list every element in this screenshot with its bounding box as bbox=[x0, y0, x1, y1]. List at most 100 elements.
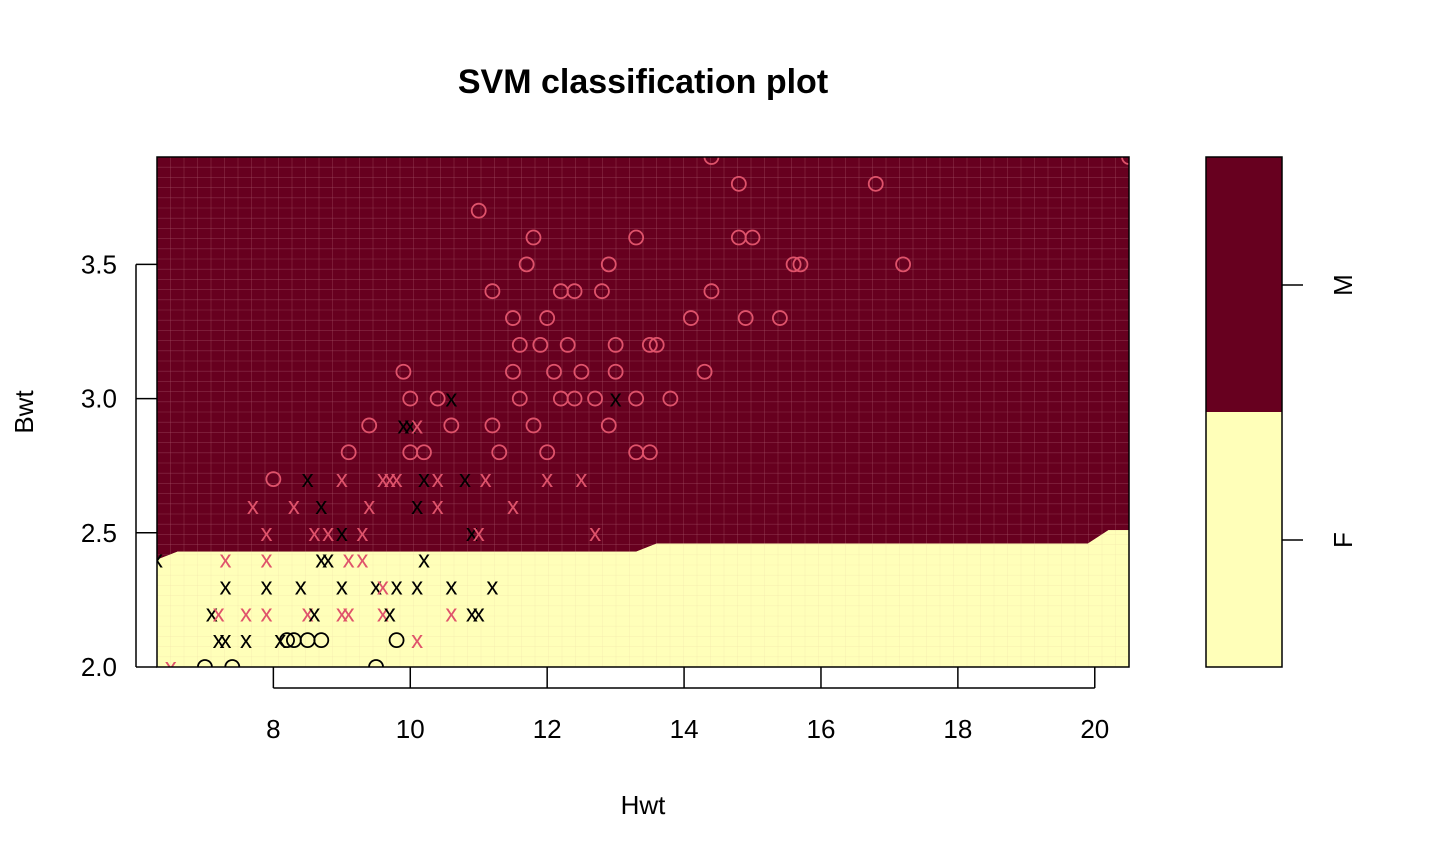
data-point-x: x bbox=[473, 520, 485, 547]
y-tick-label: 2.0 bbox=[81, 652, 117, 682]
data-point-circle bbox=[703, 157, 720, 165]
data-point-circle bbox=[518, 256, 535, 273]
data-point-x: x bbox=[336, 573, 348, 600]
data-point-x: x bbox=[295, 573, 307, 600]
data-point-x: x bbox=[445, 600, 457, 627]
data-point-x: x bbox=[343, 547, 355, 574]
data-point-x: x bbox=[315, 547, 327, 574]
data-point-circle bbox=[628, 229, 645, 246]
data-point-x: x bbox=[219, 573, 231, 600]
data-point-circle bbox=[429, 390, 446, 407]
legend-swatch-m bbox=[1206, 157, 1282, 412]
data-point-x: x bbox=[404, 412, 416, 439]
data-point-x: x bbox=[240, 627, 252, 654]
data-point-x: x bbox=[363, 493, 375, 520]
data-point-circle bbox=[683, 310, 699, 326]
x-tick-label: 10 bbox=[396, 714, 425, 744]
y-tick-label: 3.0 bbox=[81, 384, 117, 414]
data-point-x: x bbox=[466, 600, 478, 627]
data-point-circle bbox=[491, 444, 508, 461]
data-point-circle bbox=[340, 444, 357, 461]
data-point-circle bbox=[470, 202, 487, 219]
data-point-circle bbox=[224, 659, 241, 667]
class-legend: M F bbox=[1205, 156, 1358, 668]
data-point-circle bbox=[388, 632, 405, 649]
y-tick-label: 2.5 bbox=[81, 518, 117, 548]
data-point-x: x bbox=[356, 520, 368, 547]
data-point-x: x bbox=[219, 627, 231, 654]
data-point-x: x bbox=[411, 493, 423, 520]
data-point-x: x bbox=[206, 600, 218, 627]
data-point-x: x bbox=[541, 466, 553, 493]
data-point-circle bbox=[361, 417, 378, 434]
y-axis-label: Bwt bbox=[9, 390, 39, 434]
data-point-x: x bbox=[315, 493, 327, 520]
data-point-circle bbox=[703, 283, 720, 300]
data-point-x: x bbox=[302, 600, 314, 627]
data-point-x: x bbox=[308, 520, 320, 547]
data-point-x: x bbox=[391, 573, 403, 600]
data-point-x: x bbox=[397, 412, 409, 439]
data-point-x: x bbox=[473, 600, 485, 627]
data-point-circle bbox=[532, 336, 549, 353]
x-tick-label: 8 bbox=[266, 714, 280, 744]
data-point-circle bbox=[525, 229, 542, 246]
x-tick-label: 20 bbox=[1080, 714, 1109, 744]
data-point-x: x bbox=[418, 547, 430, 574]
data-point-x: x bbox=[432, 493, 444, 520]
data-point-x: x bbox=[480, 466, 492, 493]
data-point-circle bbox=[197, 659, 213, 667]
data-point-x: x bbox=[219, 547, 231, 574]
data-point-x: x bbox=[336, 520, 348, 547]
y-tick-label: 3.5 bbox=[81, 249, 117, 279]
x-tick-label: 12 bbox=[533, 714, 562, 744]
legend-swatch-f bbox=[1206, 412, 1282, 667]
data-point-x: x bbox=[302, 466, 314, 493]
data-point-x: x bbox=[377, 573, 389, 600]
legend-frame bbox=[1205, 156, 1283, 668]
data-point-circle bbox=[607, 363, 624, 380]
data-point-circle bbox=[566, 390, 583, 407]
data-point-circle bbox=[895, 256, 912, 273]
data-point-circle bbox=[628, 390, 645, 407]
data-point-circle bbox=[546, 363, 562, 380]
data-point-x: x bbox=[445, 386, 457, 413]
x-axis: 8 10 12 14 16 18 20 bbox=[266, 667, 1109, 744]
chart-title: SVM classification plot bbox=[458, 63, 828, 101]
data-point-x: x bbox=[411, 573, 423, 600]
data-point-x: x bbox=[308, 600, 320, 627]
data-point-x: x bbox=[610, 386, 622, 413]
data-point-circle bbox=[416, 444, 432, 461]
data-point-circle bbox=[641, 444, 658, 461]
data-point-circle bbox=[511, 336, 528, 353]
data-point-x: x bbox=[165, 654, 177, 681]
data-point-x: x bbox=[213, 627, 225, 654]
data-point-circle bbox=[484, 417, 501, 434]
data-point-circle bbox=[600, 417, 617, 434]
data-point-x: x bbox=[411, 627, 423, 654]
data-point-x: x bbox=[432, 466, 444, 493]
region-f-overlay bbox=[157, 530, 1129, 667]
y-axis: 2.0 2.5 3.0 3.5 bbox=[81, 249, 157, 682]
plot-frame bbox=[156, 156, 1130, 668]
x-axis-label: Hwt bbox=[621, 790, 667, 820]
data-point-x: x bbox=[336, 466, 348, 493]
data-point-circle bbox=[772, 310, 788, 326]
data-point-circle bbox=[662, 390, 679, 407]
data-point-circle bbox=[566, 283, 583, 300]
data-point-circle bbox=[539, 310, 556, 326]
data-point-x: x bbox=[322, 520, 334, 547]
data-point-x: x bbox=[151, 547, 163, 574]
data-point-x: x bbox=[377, 466, 389, 493]
data-point-circle bbox=[505, 310, 521, 326]
x-tick-label: 14 bbox=[670, 714, 699, 744]
data-point-circle bbox=[744, 229, 761, 246]
data-point-x: x bbox=[418, 466, 430, 493]
data-point-circle bbox=[443, 417, 460, 434]
data-point-circle bbox=[368, 659, 384, 667]
data-point-x: x bbox=[589, 520, 601, 547]
data-point-circle bbox=[600, 256, 617, 273]
data-point-x: x bbox=[370, 573, 382, 600]
data-point-x: x bbox=[343, 600, 355, 627]
